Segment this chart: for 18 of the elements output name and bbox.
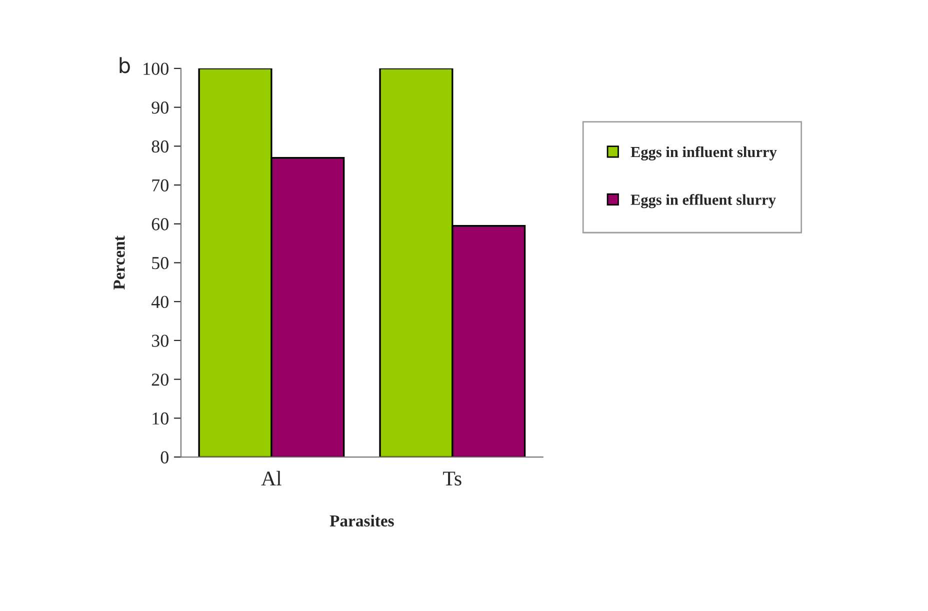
legend-label: Eggs in effluent slurry: [630, 194, 776, 208]
y-tick-label: 0: [160, 451, 168, 464]
y-tick-label: 60: [152, 218, 168, 230]
y-tick-label: 70: [152, 179, 168, 192]
text: b: [120, 57, 130, 74]
y-tick-label: 100: [144, 62, 168, 75]
y-axis-title: Percent: [114, 236, 125, 290]
y-tick-label: 80: [152, 140, 168, 153]
x-tick-label: Ts: [443, 472, 462, 486]
y-tick-label: 50: [152, 256, 168, 270]
y-tick-label: 10: [152, 412, 168, 425]
x-axis-title: Parasites: [330, 514, 394, 527]
y-tick-label: 90: [152, 102, 168, 114]
y-tick-label: 40: [151, 296, 168, 308]
legend-label: Eggs in influent slurry: [630, 146, 777, 160]
y-tick-label: 20: [152, 374, 168, 386]
y-tick-label: 30: [152, 334, 168, 347]
x-tick-label: Al: [261, 470, 282, 486]
